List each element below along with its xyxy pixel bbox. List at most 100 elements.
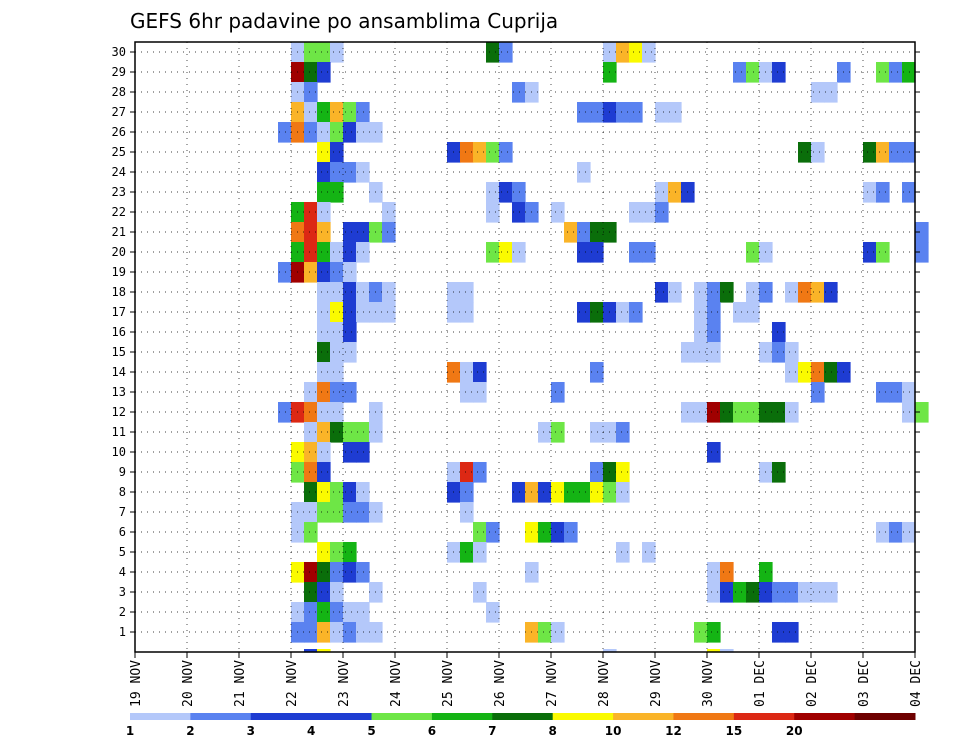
heatmap-cell — [889, 522, 903, 543]
heatmap-cell — [330, 262, 344, 283]
y-tick-label: 27 — [112, 105, 126, 119]
legend-swatch — [552, 713, 614, 720]
heatmap-cell — [824, 82, 838, 103]
y-tick-label: 5 — [119, 545, 126, 559]
heatmap-cell — [707, 302, 721, 323]
heatmap-cell — [811, 382, 825, 403]
heatmap-cell — [616, 422, 630, 443]
heatmap-cell — [707, 582, 721, 603]
y-tick-label: 26 — [112, 125, 126, 139]
heatmap-cell — [577, 242, 591, 263]
heatmap-cell — [863, 142, 877, 163]
heatmap-cell — [798, 582, 812, 603]
heatmap-cell — [356, 122, 370, 143]
heatmap-cell — [616, 482, 630, 503]
heatmap-cell — [499, 182, 513, 203]
heatmap-cell — [902, 62, 916, 83]
heatmap-cell — [798, 142, 812, 163]
heatmap-cell — [746, 242, 760, 263]
heatmap-cell — [720, 402, 734, 423]
heatmap-cell — [824, 582, 838, 603]
heatmap-cell — [473, 542, 487, 563]
heatmap-cell — [629, 242, 643, 263]
y-tick-label: 20 — [112, 245, 126, 259]
heatmap-cell — [694, 282, 708, 303]
heatmap-cell — [304, 242, 318, 263]
heatmap-cell — [473, 522, 487, 543]
heatmap-cell — [694, 622, 708, 643]
heatmap-cell — [317, 242, 331, 263]
heatmap-cell — [811, 82, 825, 103]
chart-title: GEFS 6hr padavine po ansamblima Cuprija — [130, 9, 558, 33]
heatmap-cell — [538, 622, 552, 643]
heatmap-cell — [720, 562, 734, 583]
x-tick-label: 20 NOV — [181, 660, 196, 707]
heatmap-cell — [317, 42, 331, 63]
heatmap-cell — [642, 242, 656, 263]
heatmap-cell — [655, 282, 669, 303]
heatmap-cell — [642, 42, 656, 63]
heatmap-cell — [590, 222, 604, 243]
heatmap-cell — [577, 482, 591, 503]
heatmap-cell — [720, 282, 734, 303]
legend-swatch — [794, 713, 856, 720]
heatmap-cell — [655, 182, 669, 203]
heatmap-cell — [577, 222, 591, 243]
heatmap-cell — [655, 202, 669, 223]
heatmap-cell — [733, 62, 747, 83]
heatmap-cell — [343, 382, 357, 403]
heatmap-cell — [317, 142, 331, 163]
heatmap-cell — [304, 382, 318, 403]
y-tick-label: 9 — [119, 465, 126, 479]
heatmap-cell — [330, 242, 344, 263]
heatmap-cell — [603, 649, 617, 653]
plot-frame — [134, 41, 916, 653]
x-tick-label: 19 NOV — [129, 660, 144, 707]
heatmap-cell — [343, 602, 357, 623]
heatmap-cell — [460, 502, 474, 523]
heatmap-cell — [330, 302, 344, 323]
heatmap-cell — [278, 402, 292, 423]
y-tick-label: 11 — [112, 425, 126, 439]
heatmap-cell — [317, 202, 331, 223]
heatmap-cell — [356, 102, 370, 123]
heatmap-cell — [590, 302, 604, 323]
heatmap-cell — [304, 622, 318, 643]
heatmap-cell — [330, 502, 344, 523]
heatmap-cell — [668, 282, 682, 303]
heatmap-cell — [616, 102, 630, 123]
heatmap-cell — [330, 402, 344, 423]
y-tick-label: 21 — [112, 225, 126, 239]
heatmap-cell — [512, 202, 526, 223]
heatmap-cell — [343, 482, 357, 503]
heatmap-cell — [330, 42, 344, 63]
heatmap-cell — [616, 542, 630, 563]
x-tick-label: 26 NOV — [493, 660, 508, 707]
heatmap-cell — [382, 202, 396, 223]
heatmap-cell — [733, 302, 747, 323]
heatmap-cell — [304, 502, 318, 523]
heatmap-cell — [304, 422, 318, 443]
x-tick-label: 03 DEC — [857, 660, 872, 707]
heatmap-cell — [798, 362, 812, 383]
heatmap-cell — [902, 402, 916, 423]
heatmap-cell — [317, 622, 331, 643]
heatmap-cell — [746, 282, 760, 303]
heatmap-cell — [343, 562, 357, 583]
heatmap-cell — [668, 182, 682, 203]
heatmap-cell — [707, 402, 721, 423]
heatmap-cell — [694, 322, 708, 343]
legend-label: 1 — [126, 724, 134, 738]
heatmap-cell — [317, 362, 331, 383]
heatmap-cell — [577, 102, 591, 123]
heatmap-cell — [746, 62, 760, 83]
legend-swatch — [613, 713, 674, 720]
heatmap-cell — [356, 162, 370, 183]
heatmap-cell — [564, 222, 578, 243]
y-tick-label: 7 — [119, 505, 126, 519]
heatmap-cell — [460, 362, 474, 383]
y-tick-label: 12 — [112, 405, 126, 419]
legend-label: 15 — [725, 724, 742, 738]
heatmap-cell — [486, 42, 500, 63]
heatmap-cell — [304, 582, 318, 603]
